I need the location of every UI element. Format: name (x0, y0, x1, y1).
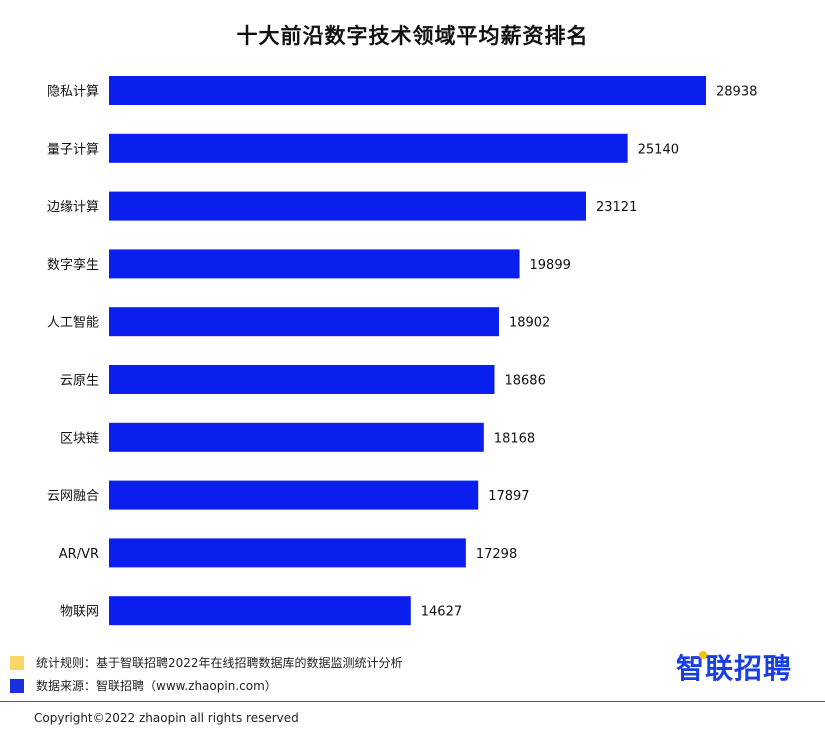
bar-2 (109, 191, 586, 221)
chart-title: 十大前沿数字技术领域平均薪资排名 (236, 24, 589, 48)
bar-1 (109, 133, 628, 163)
bar-chart: 隐私计算 28938 量子计算 25140 边缘计算 23121 数字孪生 19899 人工智能… (47, 76, 757, 626)
category-label-1: 量子计算 (47, 142, 99, 157)
bar-6 (109, 422, 484, 452)
category-label-4: 人工智能 (47, 316, 99, 331)
copyright-text: Copyright©2022 zhaopin all rights reserv… (34, 711, 299, 725)
legend-source-swatch (10, 678, 24, 693)
value-label-0: 28938 (716, 85, 757, 100)
bar-9 (109, 596, 411, 626)
category-label-0: 隐私计算 (47, 85, 99, 100)
value-label-5: 18686 (504, 374, 545, 389)
category-label-2: 边缘计算 (47, 200, 99, 215)
bar-7 (109, 480, 479, 510)
zhaopin-logo: 智联招聘 (676, 651, 793, 685)
value-label-7: 17897 (488, 489, 529, 504)
value-label-2: 23121 (596, 200, 637, 215)
bar-5 (109, 365, 495, 394)
bar-8 (109, 538, 466, 568)
value-label-3: 19899 (530, 258, 571, 273)
category-label-3: 数字孪生 (47, 257, 99, 273)
category-label-7: 云网融合 (47, 489, 99, 504)
legend-rule-text: 统计规则：基于智联招聘2022年在线招聘数据库的数据监测统计分析 (36, 656, 403, 670)
category-label-5: 云原生 (60, 374, 99, 389)
logo-text: 智联招聘 (676, 652, 793, 685)
legend-rule: 统计规则：基于智联招聘2022年在线招聘数据库的数据监测统计分析 (10, 654, 403, 671)
bar-3 (109, 249, 520, 279)
value-label-4: 18902 (509, 316, 550, 331)
bar-0 (109, 76, 706, 105)
logo-dot-icon (699, 651, 707, 659)
legend-source-text: 数据来源：智联招聘（www.zhaopin.com） (36, 679, 277, 693)
category-label-6: 区块链 (60, 431, 99, 446)
value-label-6: 18168 (494, 431, 535, 446)
category-label-9: 物联网 (60, 605, 99, 620)
value-label-9: 14627 (421, 605, 462, 620)
category-label-8: AR/VR (59, 547, 99, 562)
legend-rule-swatch (10, 655, 24, 670)
value-label-1: 25140 (638, 142, 679, 157)
footer-divider (0, 701, 825, 702)
value-label-8: 17298 (476, 547, 517, 562)
legend-source: 数据来源：智联招聘（www.zhaopin.com） (10, 677, 277, 694)
bar-4 (109, 307, 499, 337)
